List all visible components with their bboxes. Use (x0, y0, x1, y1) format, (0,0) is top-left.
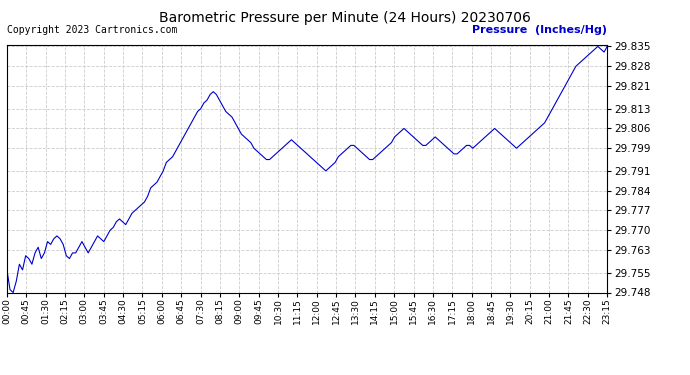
Text: Barometric Pressure per Minute (24 Hours) 20230706: Barometric Pressure per Minute (24 Hours… (159, 11, 531, 25)
Text: Copyright 2023 Cartronics.com: Copyright 2023 Cartronics.com (7, 25, 177, 35)
Text: Pressure  (Inches/Hg): Pressure (Inches/Hg) (472, 25, 607, 35)
